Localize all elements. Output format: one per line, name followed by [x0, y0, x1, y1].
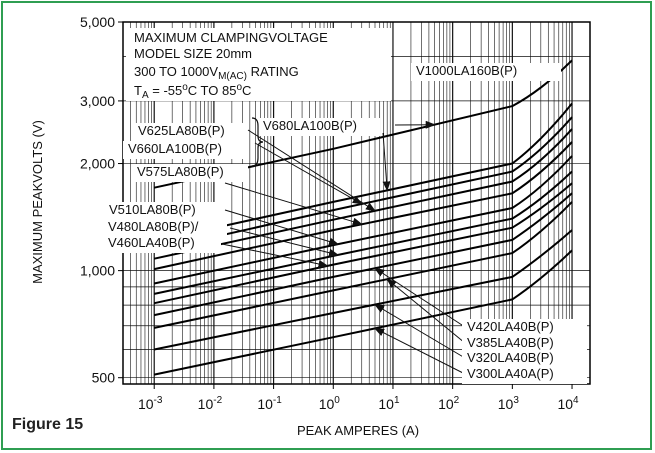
label-bg	[462, 319, 587, 337]
group-brace	[251, 117, 264, 167]
y-tick-label: 3,000	[80, 93, 115, 109]
label-bg	[103, 219, 227, 237]
annotation-line-2: MODEL SIZE 20mm	[134, 46, 252, 61]
label-bg	[133, 123, 245, 141]
label-bg	[258, 118, 380, 136]
x-tick-label: 10-1	[257, 395, 282, 412]
series-line-0	[153, 59, 573, 189]
series-label-4: V575LA80B(P)	[137, 164, 224, 179]
series-line-4	[153, 141, 573, 271]
leader-arrow-8	[374, 267, 466, 328]
series-line-7	[153, 182, 573, 305]
leader-arrow-11	[374, 327, 466, 375]
x-tick-label: 102	[438, 395, 460, 412]
series-label-1: V680LA100B(P)	[263, 118, 357, 133]
chart-annotation: MAXIMUM CLAMPINGVOLTAGE MODEL SIZE 20mm …	[126, 28, 391, 101]
leader-arrow-7	[221, 243, 329, 268]
leader-arrow-5	[224, 209, 339, 246]
series-line-8	[153, 192, 573, 317]
leader-arrow-1	[382, 132, 391, 192]
series-line-3	[153, 128, 573, 260]
figure-label: Figure 15	[12, 416, 84, 433]
label-bg	[462, 366, 587, 384]
annotation-line-3: 300 TO 1000VM(AC) RATING	[134, 64, 299, 82]
leader-arrow-6	[229, 227, 339, 257]
leader-arrow-4	[224, 182, 363, 226]
leader-arrow-9	[386, 278, 466, 344]
x-tick-label: 10-2	[198, 395, 223, 412]
x-tick-label: 10-3	[138, 395, 163, 412]
tick-labels: 10-3 10-2 10-1 100 101 102 103 104 5,000 3,000 2,0…	[80, 14, 579, 412]
label-bg	[132, 164, 248, 182]
label-bg	[462, 350, 587, 368]
label-bg	[462, 335, 587, 353]
series-lines	[153, 59, 573, 376]
x-tick-label: 104	[557, 395, 579, 412]
series-label-11: V300LA40A(P)	[467, 366, 554, 381]
series-line-11	[153, 249, 573, 376]
y-tick-label: 1,000	[80, 263, 115, 279]
series-label-2: V660LA100B(P)	[128, 141, 222, 156]
series-line-10	[154, 229, 573, 351]
annotation-line-4: TA = -55oC TO 85oC	[134, 82, 251, 101]
series-line-6	[153, 170, 573, 295]
series-label-0: V1000LA160B(P)	[416, 63, 517, 78]
y-tick-label: 5,000	[80, 14, 115, 30]
series-label-6: V480LA80B(P)/	[108, 219, 199, 234]
y-tick-label: 500	[92, 370, 116, 386]
series-label-5: V510LA80B(P)	[109, 202, 196, 217]
y-axis-label: MAXIMUM PEAKVOLTS (V)	[30, 120, 45, 284]
series-label-3: V625LA80B(P)	[138, 123, 225, 138]
x-tick-label: 103	[498, 395, 520, 412]
series-label-8: V420LA40B(P)	[467, 319, 554, 334]
x-axis-label: PEAK AMPERES (A)	[297, 423, 419, 438]
leader-arrow-3	[247, 129, 376, 212]
label-bg	[104, 202, 222, 220]
series-label-7: V460LA40B(P)	[108, 235, 195, 250]
label-bg	[411, 63, 561, 81]
y-tick-label: 2,000	[80, 156, 115, 172]
x-tick-label: 101	[378, 395, 400, 412]
series-line-9	[153, 201, 573, 329]
series-labels: V1000LA160B(P) V680LA100B(P) V660LA100B(P)…	[103, 63, 587, 384]
x-tick-label: 100	[319, 395, 341, 412]
label-bg	[103, 235, 221, 253]
series-label-9: V385LA40B(P)	[467, 335, 554, 350]
label-bg	[123, 141, 248, 159]
leader-arrow-10	[374, 304, 466, 359]
series-line-2	[153, 116, 573, 252]
series-line-5	[153, 155, 573, 285]
series-line-1	[153, 102, 573, 243]
annotation-line-1: MAXIMUM CLAMPINGVOLTAGE	[134, 30, 328, 45]
series-label-10: V320LA40B(P)	[467, 350, 554, 365]
leader-arrow-2	[254, 142, 363, 205]
